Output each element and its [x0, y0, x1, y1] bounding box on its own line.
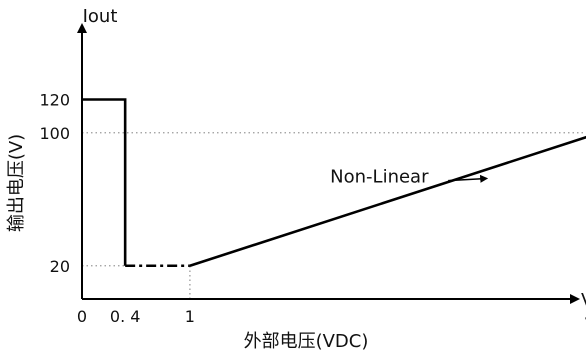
y-tick-label-1: 100	[39, 124, 70, 143]
guide-lines	[82, 132, 586, 299]
x-tick-label-0: 0	[77, 307, 87, 326]
series	[82, 98, 586, 268]
series-segment-0	[82, 98, 127, 266]
y-axis-label: 输出电压(V)	[6, 134, 27, 232]
tick-labels: 0 0. 4 1 4. 8 20 100 120	[39, 91, 586, 327]
y-axis-name: Iout	[83, 6, 118, 27]
annotation-arrow	[448, 174, 489, 183]
x-axis-label: 外部电压(VDC)	[244, 331, 369, 352]
x-axis-name: V	[581, 290, 586, 311]
y-tick-label-2: 120	[39, 91, 70, 110]
annotation-label: Non-Linear	[330, 167, 429, 188]
x-tick-label-1: 0. 4	[110, 307, 141, 326]
y-tick-label-0: 20	[50, 257, 70, 276]
series-segment-2	[189, 135, 586, 267]
x-tick-label-2: 1	[185, 307, 195, 326]
axes	[77, 23, 580, 304]
x-tick-label-3: 4. 8	[585, 307, 586, 326]
